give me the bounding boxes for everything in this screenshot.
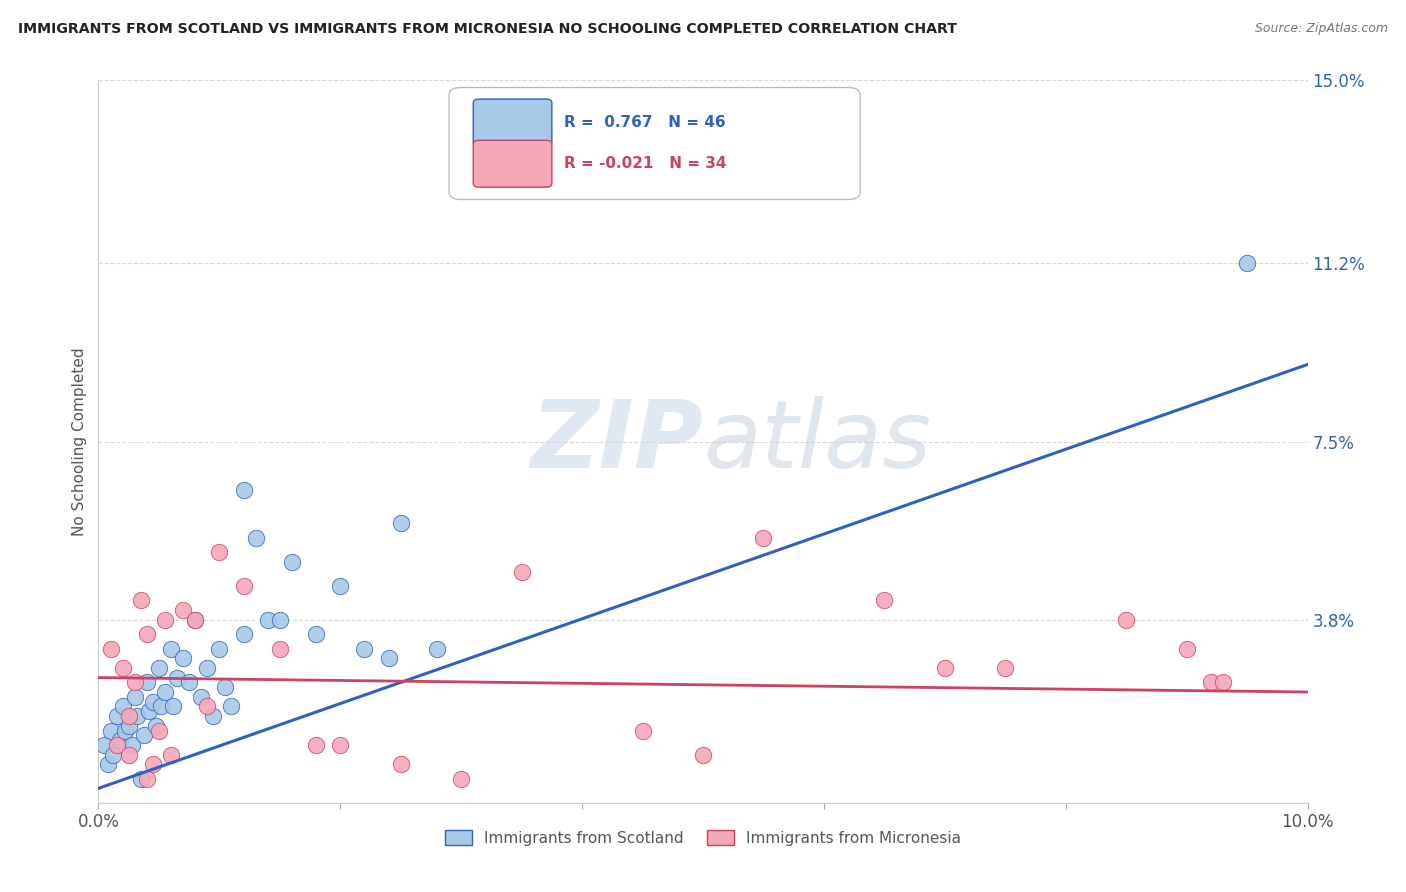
Point	[450, 772, 472, 786]
Point	[93, 738, 115, 752]
Point	[148, 661, 170, 675]
Point	[752, 531, 775, 545]
Text: Source: ZipAtlas.com: Source: ZipAtlas.com	[1254, 22, 1388, 36]
Point	[873, 593, 896, 607]
Point	[232, 483, 254, 497]
Point	[389, 516, 412, 531]
Point	[135, 675, 157, 690]
Point	[1175, 641, 1198, 656]
Point	[1115, 613, 1137, 627]
Point	[124, 690, 146, 704]
Point	[269, 613, 291, 627]
Point	[934, 661, 956, 675]
Point	[108, 733, 131, 747]
Point	[377, 651, 399, 665]
Point	[118, 747, 141, 762]
Point	[100, 723, 122, 738]
Point	[142, 695, 165, 709]
Point	[135, 772, 157, 786]
Text: atlas: atlas	[703, 396, 931, 487]
Point	[221, 699, 243, 714]
Point	[1212, 675, 1234, 690]
Point	[172, 603, 194, 617]
Point	[118, 709, 141, 723]
Point	[195, 661, 218, 675]
Point	[160, 747, 183, 762]
Point	[510, 565, 533, 579]
Point	[160, 641, 183, 656]
Point	[105, 709, 128, 723]
Point	[179, 675, 201, 690]
Point	[138, 704, 160, 718]
Point	[232, 627, 254, 641]
Point	[129, 593, 152, 607]
Point	[214, 680, 236, 694]
Legend: Immigrants from Scotland, Immigrants from Micronesia: Immigrants from Scotland, Immigrants fro…	[444, 830, 962, 846]
Point	[97, 757, 120, 772]
Point	[114, 723, 136, 738]
Point	[269, 641, 291, 656]
Point	[202, 709, 225, 723]
FancyBboxPatch shape	[449, 87, 860, 200]
Point	[153, 613, 176, 627]
Point	[153, 685, 176, 699]
Text: IMMIGRANTS FROM SCOTLAND VS IMMIGRANTS FROM MICRONESIA NO SCHOOLING COMPLETED CO: IMMIGRANTS FROM SCOTLAND VS IMMIGRANTS F…	[18, 22, 957, 37]
Point	[232, 579, 254, 593]
Point	[329, 738, 352, 752]
Point	[195, 699, 218, 714]
FancyBboxPatch shape	[474, 140, 551, 187]
Point	[994, 661, 1017, 675]
Point	[208, 545, 231, 559]
Point	[134, 728, 156, 742]
Text: R = -0.021   N = 34: R = -0.021 N = 34	[564, 156, 727, 171]
Text: R =  0.767   N = 46: R = 0.767 N = 46	[564, 115, 725, 129]
Point	[150, 699, 173, 714]
Point	[172, 651, 194, 665]
Point	[1199, 675, 1222, 690]
Point	[127, 709, 149, 723]
Point	[329, 579, 352, 593]
Point	[162, 699, 184, 714]
Point	[118, 719, 141, 733]
Point	[145, 719, 167, 733]
Point	[124, 675, 146, 690]
Point	[208, 641, 231, 656]
Point	[426, 641, 449, 656]
Point	[190, 690, 212, 704]
Point	[631, 723, 654, 738]
Point	[142, 757, 165, 772]
Point	[135, 627, 157, 641]
Point	[389, 757, 412, 772]
Point	[100, 641, 122, 656]
Point	[101, 747, 124, 762]
Point	[305, 627, 328, 641]
Text: ZIP: ZIP	[530, 395, 703, 488]
Point	[129, 772, 152, 786]
Point	[184, 613, 207, 627]
Point	[166, 671, 188, 685]
Point	[1236, 256, 1258, 270]
Point	[148, 723, 170, 738]
Point	[105, 738, 128, 752]
FancyBboxPatch shape	[474, 99, 551, 146]
Point	[111, 699, 134, 714]
Y-axis label: No Schooling Completed: No Schooling Completed	[72, 347, 87, 536]
Point	[256, 613, 278, 627]
Point	[281, 555, 304, 569]
Point	[121, 738, 143, 752]
Point	[245, 531, 267, 545]
Point	[353, 641, 375, 656]
Point	[184, 613, 207, 627]
Point	[111, 661, 134, 675]
Point	[692, 747, 714, 762]
Point	[305, 738, 328, 752]
